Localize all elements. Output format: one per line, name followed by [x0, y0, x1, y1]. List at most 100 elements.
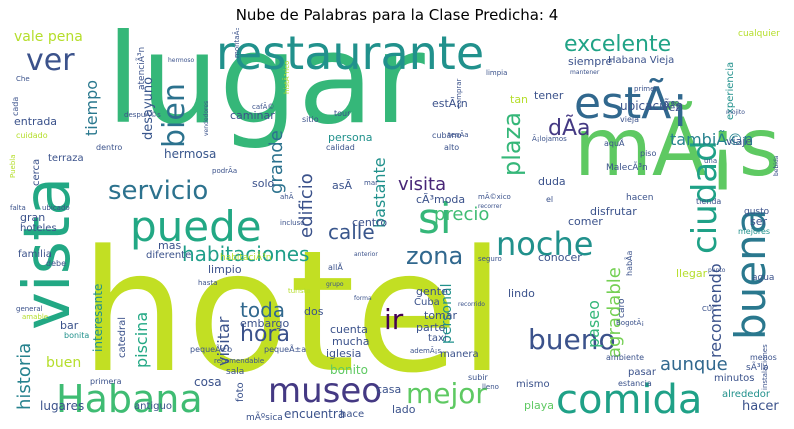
word-siempre: siempre — [568, 55, 613, 68]
word-paseo: paseo — [584, 300, 603, 348]
word-limpio: limpio — [208, 263, 242, 276]
word-familia: familia — [18, 249, 52, 260]
word-historia: historia — [14, 342, 35, 410]
word-ah: ahÃ­ — [280, 193, 294, 201]
word-adem-s: ademÃ¡s — [410, 347, 442, 355]
word-mantener: mantener — [570, 69, 600, 76]
word-tener: tener — [534, 89, 564, 102]
word-recomendable: recomendable — [214, 357, 265, 365]
word-as: asÃ­ — [332, 179, 352, 192]
word-subir: subir — [468, 373, 488, 382]
word-cuidado: cuidado — [16, 131, 48, 140]
word-menos: menos — [750, 353, 777, 362]
word-hermoso: hermoso — [168, 57, 195, 64]
word-sala: sala — [226, 367, 245, 377]
word-m-xico: mÃ©xico — [478, 193, 511, 201]
word-m-s: mÃ¡s — [574, 101, 781, 194]
word-centro: centro — [352, 216, 388, 229]
word-s-lo: sÃ³lo — [746, 363, 769, 373]
word-podr-a: podrÃ­a — [212, 167, 238, 175]
word-hacer: hacer — [742, 399, 779, 414]
word-alrededor: alrededor — [722, 389, 771, 400]
word-bar: bar — [60, 319, 79, 332]
word-vieja: vieja — [620, 115, 640, 124]
word-falta: falta — [10, 204, 26, 212]
word-duda: duda — [538, 175, 566, 188]
word-anterior: anterior — [354, 251, 378, 258]
word-c-moda: cÃ³moda — [416, 193, 466, 206]
word-primera: primera — [90, 377, 122, 386]
word-seguro: seguro — [478, 255, 502, 263]
word-zona: zona — [406, 242, 464, 270]
word-noche: noche — [496, 225, 594, 263]
word-excelente: excelente — [564, 32, 672, 57]
word-hora: hora — [240, 322, 290, 347]
word-servicio: servicio — [108, 176, 209, 206]
word-hoteles: hoteles — [20, 223, 57, 234]
word-ubicaci-n: ubicaciÃ³n — [620, 99, 684, 113]
word-che: Che — [16, 75, 30, 83]
word-diferente: diferente — [146, 250, 192, 261]
word-cerca: cerca — [31, 158, 42, 186]
word-catedral: catedral — [117, 316, 128, 358]
word-recorrido: recorrido — [458, 301, 485, 308]
word-dentro: dentro — [96, 143, 123, 152]
word-cualquier: cualquier — [738, 29, 780, 39]
word-habana: Habana — [56, 377, 203, 421]
word-hace: hace — [340, 409, 365, 420]
word-embargo: embargo — [240, 317, 290, 330]
word-pasar: pasar — [628, 367, 656, 378]
word-caf: cafÃ© — [252, 103, 275, 111]
word-ambiente: ambiente — [606, 353, 645, 362]
word-lado: lado — [392, 403, 416, 416]
word-cloud: hotel lugar mÃ¡s vista buena restaurante estÃ¡… — [8, 28, 786, 422]
word-foto: foto — [235, 382, 246, 402]
word-hist-rico: histÃ³rico — [283, 60, 291, 94]
word-general: general — [16, 305, 43, 313]
word-hab-a: habÃ­a — [625, 250, 634, 276]
word-una: una — [704, 157, 718, 165]
word-limpia: limpia — [486, 69, 508, 77]
word-hacen: hacen — [626, 193, 654, 203]
word-ubicado: ubicado — [42, 204, 70, 212]
word-creo: creo — [664, 99, 680, 107]
word-mejor: mejor — [406, 377, 487, 410]
word-casa: casa — [376, 383, 402, 396]
word-mucha: mucha — [332, 335, 370, 348]
word-bonita: bonita — [64, 331, 90, 340]
word-el: el — [546, 195, 554, 204]
word-bonito: bonito — [330, 363, 368, 377]
word-ser: ser — [750, 215, 768, 228]
word-tiempo: tiempo — [82, 79, 101, 136]
word-primer: primer — [634, 85, 658, 93]
word-precio: precio — [434, 204, 490, 225]
word-lugares: lugares — [40, 399, 85, 413]
word-disfrutar: disfrutar — [590, 205, 637, 218]
word-solo: solo — [252, 177, 275, 190]
word-alto: alto — [444, 143, 460, 152]
word-aunque: aunque — [660, 354, 728, 375]
word-comida: comida — [556, 377, 703, 422]
word-puebla: Puebla — [9, 154, 17, 178]
word-ver: ver — [26, 43, 75, 78]
word-taxi: taxi — [428, 333, 447, 344]
word-gran: gran — [20, 211, 46, 224]
word-monta-a: montaÃ±a — [233, 28, 241, 58]
word-mas: mas — [158, 239, 182, 252]
word-peque-a: pequeÃ±a — [264, 345, 307, 354]
word-entrada: entrada — [14, 115, 58, 128]
word-lugar: lugar — [106, 28, 425, 152]
word-mejores: mejores — [738, 227, 771, 236]
word-vendedores: vendedores — [203, 100, 210, 136]
word-dos: dos — [304, 305, 324, 318]
word-cuenta: cuenta — [330, 323, 368, 336]
word-minutos: minutos — [714, 373, 755, 384]
word-antiguo: antiguo — [134, 401, 172, 412]
word-forma: forma — [354, 295, 372, 302]
chart-title: Nube de Palabras para la Clase Predicha:… — [235, 6, 559, 24]
word-mismo: mismo — [516, 379, 550, 390]
word-conocer: conocer — [538, 251, 582, 264]
word-m-sica: mÃºsica — [246, 413, 283, 423]
word-turista: turista — [288, 287, 311, 295]
word-llegar: llegar — [676, 267, 708, 280]
